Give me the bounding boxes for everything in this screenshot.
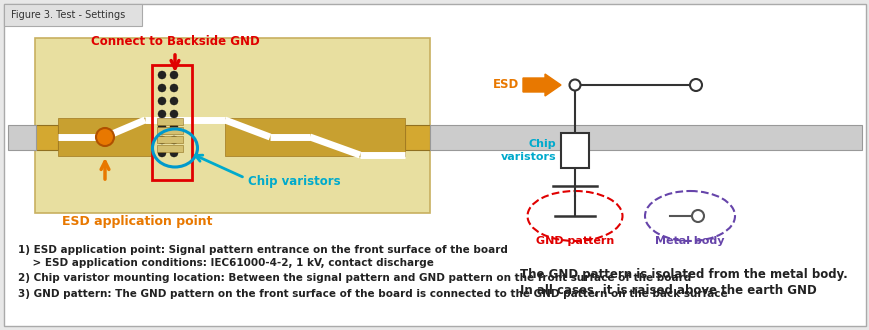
FancyBboxPatch shape bbox=[35, 38, 429, 213]
Text: Figure 3. Test - Settings: Figure 3. Test - Settings bbox=[11, 11, 125, 20]
FancyBboxPatch shape bbox=[156, 136, 182, 143]
Circle shape bbox=[96, 128, 114, 146]
FancyBboxPatch shape bbox=[225, 118, 405, 156]
Circle shape bbox=[169, 136, 178, 144]
Ellipse shape bbox=[527, 191, 622, 241]
FancyBboxPatch shape bbox=[156, 127, 182, 134]
Text: Connect to Backside GND: Connect to Backside GND bbox=[90, 35, 259, 48]
Circle shape bbox=[158, 123, 166, 131]
Circle shape bbox=[689, 79, 701, 91]
Circle shape bbox=[169, 110, 178, 118]
Circle shape bbox=[158, 136, 166, 144]
Text: ESD application point: ESD application point bbox=[62, 215, 212, 228]
FancyBboxPatch shape bbox=[4, 4, 865, 326]
Text: In all cases, it is raised above the earth GND: In all cases, it is raised above the ear… bbox=[520, 284, 816, 297]
Ellipse shape bbox=[644, 191, 734, 241]
Circle shape bbox=[158, 149, 166, 157]
Text: ESD: ESD bbox=[492, 79, 519, 91]
Text: > ESD application conditions: IEC61000-4-2, 1 kV, contact discharge: > ESD application conditions: IEC61000-4… bbox=[18, 258, 434, 268]
Text: Chip
varistors: Chip varistors bbox=[500, 139, 555, 162]
Circle shape bbox=[169, 149, 178, 157]
Circle shape bbox=[169, 71, 178, 79]
Text: GND pattern: GND pattern bbox=[535, 236, 614, 246]
Text: 1) ESD application point: Signal pattern entrance on the front surface of the bo: 1) ESD application point: Signal pattern… bbox=[18, 245, 507, 255]
Text: The GND pattern is isolated from the metal body.: The GND pattern is isolated from the met… bbox=[520, 268, 846, 281]
Circle shape bbox=[158, 84, 166, 92]
Text: Chip varistors: Chip varistors bbox=[248, 175, 341, 188]
Text: Metal body: Metal body bbox=[654, 236, 724, 246]
Polygon shape bbox=[429, 125, 861, 150]
Polygon shape bbox=[35, 125, 58, 150]
Circle shape bbox=[169, 84, 178, 92]
Polygon shape bbox=[8, 125, 36, 150]
Circle shape bbox=[158, 110, 166, 118]
Text: 3) GND pattern: The GND pattern on the front surface of the board is connected t: 3) GND pattern: The GND pattern on the f… bbox=[18, 289, 726, 299]
FancyBboxPatch shape bbox=[156, 118, 182, 125]
Circle shape bbox=[569, 80, 580, 90]
Circle shape bbox=[169, 97, 178, 105]
FancyBboxPatch shape bbox=[561, 133, 588, 168]
Polygon shape bbox=[405, 125, 429, 150]
FancyArrow shape bbox=[522, 74, 561, 96]
Circle shape bbox=[169, 123, 178, 131]
FancyBboxPatch shape bbox=[4, 4, 142, 26]
Circle shape bbox=[691, 210, 703, 222]
FancyBboxPatch shape bbox=[58, 118, 153, 156]
FancyBboxPatch shape bbox=[156, 145, 182, 152]
Circle shape bbox=[158, 97, 166, 105]
Circle shape bbox=[158, 71, 166, 79]
Text: 2) Chip varistor mounting location: Between the signal pattern and GND pattern o: 2) Chip varistor mounting location: Betw… bbox=[18, 273, 691, 283]
